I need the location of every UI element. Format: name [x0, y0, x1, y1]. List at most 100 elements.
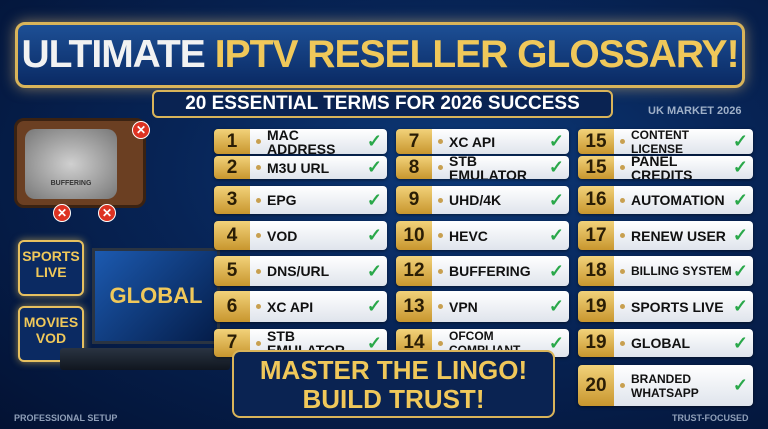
term-number: 19 — [578, 291, 614, 322]
glossary-term: 7 XC API ✓ — [396, 129, 569, 154]
term-number: 7 — [396, 129, 432, 154]
bullet-icon — [620, 268, 625, 274]
term-number: 1 — [214, 129, 250, 154]
glossary-term: 1 MAC ADDRESS ✓ — [214, 129, 387, 154]
bullet-icon — [438, 340, 443, 346]
term-number: 6 — [214, 291, 250, 322]
glossary-term: 19 SPORTS LIVE ✓ — [578, 291, 753, 322]
checkmark-icon: ✓ — [732, 225, 748, 245]
term-text: BILLING SYSTEM — [631, 264, 732, 278]
term-number: 19 — [578, 329, 614, 357]
glossary-term: 4 VOD ✓ — [214, 221, 387, 250]
checkmark-icon: ✓ — [732, 296, 748, 316]
footer-left: PROFESSIONAL SETUP — [14, 413, 118, 423]
term-label-box: GLOBAL ✓ — [614, 329, 753, 357]
term-number: 16 — [578, 186, 614, 214]
bullet-icon — [620, 304, 625, 309]
bullet-icon — [256, 139, 261, 144]
term-label-box: EPG ✓ — [250, 186, 387, 214]
flat-tv: GLOBAL — [92, 248, 220, 344]
term-number: 20 — [578, 365, 614, 406]
glossary-term: 10 HEVC ✓ — [396, 221, 569, 250]
badge-movies-vod: MOVIES VOD — [18, 306, 84, 362]
term-label-box: STB EMULATOR ✓ — [432, 156, 569, 179]
bullet-icon — [438, 165, 443, 170]
checkmark-icon: ✓ — [366, 296, 382, 316]
bullet-icon — [256, 304, 261, 309]
term-text: EPG — [267, 192, 297, 208]
term-text: VOD — [267, 227, 298, 244]
glossary-term: 15 PANEL CREDITS ✓ — [578, 156, 753, 179]
checkmark-icon: ✓ — [548, 260, 564, 281]
glossary-term: 2 M3U URL ✓ — [214, 156, 387, 179]
glossary-term: 13 VPN ✓ — [396, 291, 569, 322]
term-text: GLOBAL — [631, 335, 691, 351]
bullet-icon — [620, 340, 625, 346]
term-text: CONTENT LICENSE — [631, 129, 689, 154]
term-text: BUFFERING — [449, 263, 531, 279]
footer-right: TRUST-FOCUSED — [672, 413, 749, 423]
term-number: 18 — [578, 256, 614, 286]
term-label-box: VOD ✓ — [250, 221, 387, 250]
term-number: 3 — [214, 186, 250, 214]
term-label-box: SPORTS LIVE ✓ — [614, 291, 753, 322]
term-text: HEVC — [449, 227, 488, 244]
checkmark-icon: ✓ — [366, 189, 382, 210]
glossary-term: 19 GLOBAL ✓ — [578, 329, 753, 357]
market-label: UK MARKET 2026 — [648, 105, 742, 117]
checkmark-icon: ✓ — [366, 332, 382, 353]
bullet-icon — [438, 233, 443, 238]
title-gold: IPTV RESELLER GLOSSARY! — [214, 33, 740, 76]
retro-tv: BUFFERING — [14, 118, 146, 208]
term-label-box: BILLING SYSTEM ✓ — [614, 256, 753, 286]
bullet-icon — [620, 233, 625, 238]
term-label-box: XC API ✓ — [432, 129, 569, 154]
subtitle: 20 ESSENTIAL TERMS FOR 2026 SUCCESS — [152, 90, 613, 118]
term-label-box: RENEW USER ✓ — [614, 221, 753, 250]
term-number: 12 — [396, 256, 432, 286]
glossary-term: 16 AUTOMATION ✓ — [578, 186, 753, 214]
term-text: UHD/4K — [449, 192, 502, 208]
checkmark-icon: ✓ — [548, 131, 564, 151]
term-number: 4 — [214, 221, 250, 250]
glossary-term: 6 XC API ✓ — [214, 291, 387, 322]
glossary-term: 3 EPG ✓ — [214, 186, 387, 214]
glossary-term: 9 UHD/4K ✓ — [396, 186, 569, 214]
bullet-icon — [438, 139, 443, 144]
term-label-box: M3U URL ✓ — [250, 156, 387, 179]
checkmark-icon: ✓ — [732, 157, 748, 177]
glossary-term: 8 STB EMULATOR ✓ — [396, 156, 569, 179]
checkmark-icon: ✓ — [732, 375, 748, 395]
cta-line2: BUILD TRUST! — [302, 384, 485, 414]
checkmark-icon: ✓ — [732, 260, 748, 281]
term-text: M3U URL — [267, 159, 330, 176]
term-number: 5 — [214, 256, 250, 286]
badge-sports-live: SPORTS LIVE — [18, 240, 84, 296]
bullet-icon — [620, 165, 625, 170]
term-number: 15 — [578, 156, 614, 179]
term-label-box: UHD/4K ✓ — [432, 186, 569, 214]
term-label-box: XC API ✓ — [250, 291, 387, 322]
bullet-icon — [620, 139, 625, 144]
cta-line1: MASTER THE LINGO! — [259, 355, 528, 385]
glossary-term: 15 CONTENT LICENSE ✓ — [578, 129, 753, 154]
x-circle-icon: ✕ — [98, 204, 116, 222]
term-label-box: PANEL CREDITS ✓ — [614, 156, 753, 179]
checkmark-icon: ✓ — [732, 332, 748, 353]
bullet-icon — [256, 268, 261, 274]
term-label-box: CONTENT LICENSE ✓ — [614, 129, 753, 154]
cta-box: MASTER THE LINGO! BUILD TRUST! — [232, 350, 555, 418]
tv-label: GLOBAL — [109, 283, 203, 308]
glossary-term: 18 BILLING SYSTEM ✓ — [578, 256, 753, 286]
term-text: AUTOMATION — [631, 192, 725, 208]
glossary-term: 17 RENEW USER ✓ — [578, 221, 753, 250]
title-white: ULTIMATE — [21, 33, 205, 76]
checkmark-icon: ✓ — [548, 225, 564, 245]
bullet-icon — [438, 268, 443, 274]
term-text: STB EMULATOR — [449, 156, 528, 179]
checkmark-icon: ✓ — [548, 189, 564, 210]
term-text: SPORTS LIVE — [631, 298, 724, 315]
x-circle-icon: ✕ — [53, 204, 71, 222]
term-number: 9 — [396, 186, 432, 214]
term-text: MAC ADDRESS — [267, 129, 336, 154]
